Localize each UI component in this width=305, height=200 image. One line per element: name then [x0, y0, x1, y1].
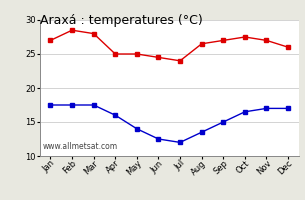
- Text: Araxá : temperatures (°C): Araxá : temperatures (°C): [40, 14, 203, 27]
- Text: www.allmetsat.com: www.allmetsat.com: [42, 142, 117, 151]
